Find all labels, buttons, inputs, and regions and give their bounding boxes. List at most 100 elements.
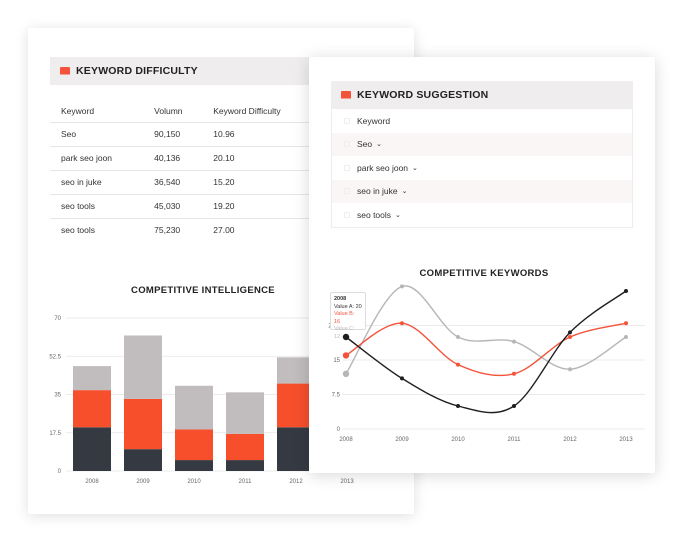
data-point xyxy=(400,284,404,289)
list-item-label: Keyword xyxy=(357,115,391,126)
keyword-suggestion-header: KEYWORD SUGGESTION xyxy=(331,81,633,109)
tooltip-value-b: Value B: 16 xyxy=(334,311,355,325)
data-point xyxy=(342,370,350,377)
chevron-down-icon[interactable]: ⌄ xyxy=(376,141,382,149)
bar-segment xyxy=(226,460,264,471)
data-point xyxy=(456,335,460,339)
chart-tooltip: 2008 Value A: 20 Value B: 16 Value C: 12 xyxy=(330,292,366,340)
table-cell-volume: 36,540 xyxy=(143,170,203,195)
bar-segment xyxy=(226,433,264,461)
x-tick-label: 2011 xyxy=(239,479,253,485)
table-row[interactable]: seo in juke 36,540 15.20 xyxy=(50,170,320,195)
table-cell-volume: 45,030 xyxy=(143,194,203,219)
column-header-volumn: Volumn xyxy=(143,100,203,123)
table-row[interactable]: seo tools 45,030 19.20 xyxy=(50,194,320,219)
data-point xyxy=(512,371,516,376)
table-cell-volume: 75,230 xyxy=(154,225,181,236)
list-item[interactable]: seo in juke ⌄ xyxy=(332,179,632,203)
column-header-keyword-difficulty: Keyword Difficulty xyxy=(202,100,320,123)
list-item[interactable]: Keyword xyxy=(332,109,632,133)
table-cell-keyword: park seo joon xyxy=(50,146,144,171)
x-tick-label: 2009 xyxy=(395,437,409,443)
list-item[interactable]: park seo joon ⌄ xyxy=(332,156,632,180)
tooltip-value-a: Value A: 20 xyxy=(334,303,362,310)
table-cell-difficulty: 27.00 xyxy=(213,225,235,236)
bar-segment xyxy=(73,366,111,391)
table-header-row: Keyword Volumn Keyword Difficulty xyxy=(50,100,320,123)
data-point xyxy=(512,404,516,408)
data-point xyxy=(512,339,516,344)
bar-segment xyxy=(277,383,315,428)
checkbox-icon[interactable] xyxy=(344,188,350,195)
bar-segment xyxy=(277,357,315,384)
x-tick-label: 2008 xyxy=(339,437,353,443)
table-cell-difficulty: 19.20 xyxy=(202,194,320,219)
data-point xyxy=(568,330,572,335)
table-cell-volume: 90,150 xyxy=(143,122,203,147)
x-tick-label: 2012 xyxy=(563,437,577,443)
data-point xyxy=(342,352,350,359)
bar-segment xyxy=(124,449,162,471)
keyword-suggestion-card: KEYWORD SUGGESTION Keyword Seo ⌄ park se… xyxy=(309,57,655,473)
bar-segment xyxy=(73,427,111,471)
competitive-intelligence-title: COMPETITIVE INTELLIGENCE xyxy=(131,285,275,296)
table-cell-keyword: seo in juke xyxy=(50,170,144,195)
x-tick-label: 2013 xyxy=(619,437,633,443)
chevron-down-icon[interactable]: ⌄ xyxy=(395,211,401,219)
data-point xyxy=(456,404,460,408)
checkbox-icon[interactable] xyxy=(344,117,350,124)
y-tick-label: 0 xyxy=(58,469,62,475)
checkbox-icon[interactable] xyxy=(344,141,350,148)
bar-segment xyxy=(277,427,315,471)
bar-segment xyxy=(124,398,162,450)
series-line xyxy=(345,322,627,377)
competitive-keywords-title: COMPETITIVE KEYWORDS xyxy=(419,268,549,279)
data-point xyxy=(568,367,572,372)
table-row[interactable]: Seo 90,150 10.96 xyxy=(50,122,320,147)
x-tick-label: 2011 xyxy=(508,437,522,443)
tooltip-title: 2008 xyxy=(334,296,347,302)
list-item-label: seo tools xyxy=(357,209,392,220)
keyword-difficulty-icon xyxy=(60,67,70,75)
list-item-label: seo in juke xyxy=(357,186,398,197)
chevron-down-icon[interactable]: ⌄ xyxy=(401,188,408,196)
table-row[interactable]: seo tools 75,230 27.00 xyxy=(50,218,320,242)
y-tick-label: 52.5 xyxy=(49,354,61,360)
keyword-difficulty-table: Keyword Volumn Keyword Difficulty Seo 90… xyxy=(50,100,320,242)
y-tick-label: 15 xyxy=(333,358,340,364)
list-item[interactable]: seo tools ⌄ xyxy=(332,203,632,227)
bar-segment xyxy=(73,390,111,428)
table-cell-difficulty: 10.96 xyxy=(202,122,320,147)
keyword-suggestion-list: Keyword Seo ⌄ park seo joon ⌄ seo in juk… xyxy=(331,109,633,228)
table-cell-volume: 40,136 xyxy=(143,146,203,171)
checkbox-icon[interactable] xyxy=(344,211,350,218)
y-tick-label: 35 xyxy=(54,393,61,399)
data-point xyxy=(624,289,628,293)
table-cell-keyword: seo tools xyxy=(50,194,144,219)
list-item[interactable]: Seo ⌄ xyxy=(332,132,632,156)
data-point xyxy=(568,335,572,339)
checkbox-icon[interactable] xyxy=(344,164,350,171)
series-line xyxy=(345,285,627,375)
data-point xyxy=(400,321,404,326)
bar-segment xyxy=(124,335,162,399)
chevron-down-icon[interactable]: ⌄ xyxy=(412,164,418,172)
x-tick-label: 2009 xyxy=(136,479,150,485)
table-cell-difficulty: 20.10 xyxy=(202,146,320,171)
bar-segment xyxy=(175,460,213,471)
x-tick-label: 2010 xyxy=(187,479,201,485)
x-tick-label: 2010 xyxy=(451,437,465,443)
table-cell-keyword: seo tools xyxy=(61,225,96,236)
keyword-difficulty-header: KEYWORD DIFFICULTY xyxy=(50,57,320,85)
list-item-label: Seo xyxy=(357,139,373,150)
data-point xyxy=(342,333,350,341)
y-tick-label: 7.5 xyxy=(332,393,341,399)
keyword-difficulty-title: KEYWORD DIFFICULTY xyxy=(76,65,198,77)
table-row[interactable]: park seo joon 40,136 20.10 xyxy=(50,146,320,171)
keyword-suggestion-title: KEYWORD SUGGESTION xyxy=(357,89,489,101)
data-point xyxy=(456,362,460,367)
data-point xyxy=(624,335,628,339)
y-tick-label: 0 xyxy=(337,427,341,433)
x-tick-label: 2012 xyxy=(289,479,303,485)
